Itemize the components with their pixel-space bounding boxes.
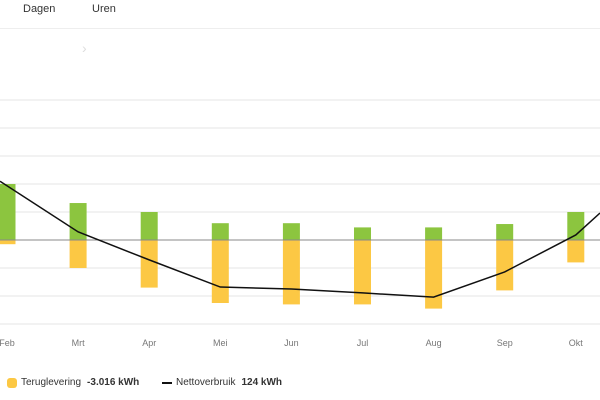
bar-teruglevering: [211, 240, 229, 303]
x-tick-label: Jun: [284, 338, 299, 348]
line-nettoverbruik: [0, 180, 600, 298]
bar-teruglevering: [496, 240, 514, 291]
legend-value: 124 kWh: [241, 377, 283, 388]
legend-label: Nettoverbruik: [176, 377, 236, 388]
bar-opwek: [140, 212, 158, 240]
bar-opwek: [211, 223, 229, 240]
yellow-swatch-icon: [7, 377, 17, 388]
bar-opwek: [496, 224, 514, 240]
bar-teruglevering: [140, 240, 158, 288]
x-tick-label: Sep: [497, 338, 513, 348]
line-swatch-icon: [162, 381, 172, 384]
chart: Feb Mrt Apr Mei Jun Jul Aug Sep Okt: [0, 99, 600, 348]
bar-teruglevering: [69, 240, 87, 268]
bar-opwek: [354, 227, 371, 240]
bar-teruglevering: [354, 240, 371, 305]
legend-label: Teruglevering: [21, 377, 82, 388]
bar-opwek: [425, 227, 443, 240]
bar-opwek: [282, 223, 300, 240]
bar-opwek: [567, 212, 585, 240]
tab-dagen[interactable]: Dagen: [23, 3, 56, 15]
x-tick-label: Aug: [426, 338, 442, 348]
x-tick-label: Mrt: [72, 338, 85, 348]
bar-teruglevering: [567, 240, 585, 263]
bar-opwek: [69, 203, 87, 240]
chevron-right-icon[interactable]: ›: [82, 40, 87, 56]
bar-teruglevering: [425, 240, 443, 309]
x-tick-label: Apr: [142, 338, 156, 348]
x-tick-label: Jul: [357, 338, 369, 348]
tab-divider: [0, 28, 600, 29]
x-tick-label: Mei: [213, 338, 228, 348]
x-tick-label: Feb: [0, 338, 15, 348]
bar-opwek: [0, 184, 16, 240]
bar-teruglevering: [0, 240, 16, 245]
legend-value: -3.016 kWh: [87, 377, 140, 388]
tab-uren[interactable]: Uren: [92, 3, 116, 15]
x-tick-label: Okt: [569, 338, 584, 348]
legend-nettoverbruik[interactable]: Nettoverbruik 124 kWh: [162, 377, 282, 388]
bar-teruglevering: [282, 240, 300, 305]
legend-teruglevering[interactable]: Teruglevering -3.016 kWh: [7, 377, 139, 388]
